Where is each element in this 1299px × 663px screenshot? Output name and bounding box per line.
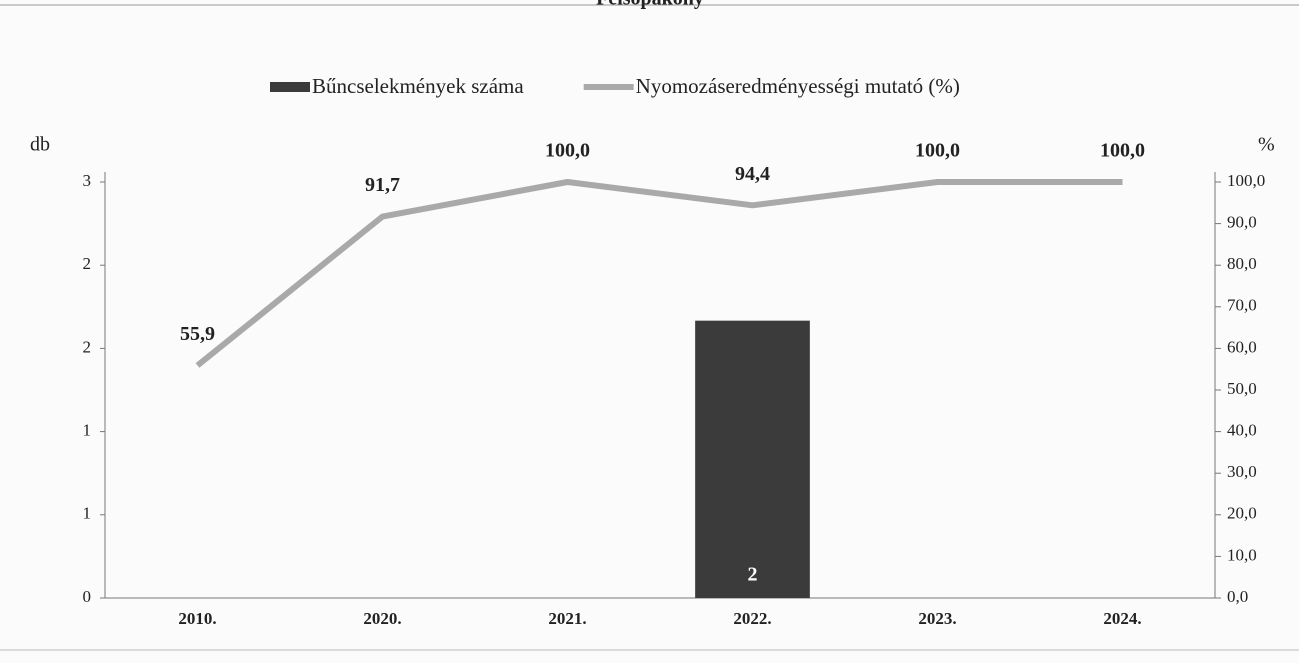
bar <box>695 320 810 598</box>
line-value-label: 100,0 <box>1100 140 1145 162</box>
y2-tick-label: 30,0 <box>1227 462 1257 481</box>
chart-title: Felsőpakony <box>596 0 704 10</box>
line-value-label: 94,4 <box>735 163 770 185</box>
line-value-label: 100,0 <box>915 140 960 162</box>
line-value-label: 100,0 <box>545 140 590 162</box>
y2-tick-label: 60,0 <box>1227 337 1257 356</box>
y2-axis-label: % <box>1258 134 1275 156</box>
x-tick-label: 2021. <box>548 609 586 628</box>
x-tick-label: 2023. <box>918 609 956 628</box>
y-tick-label: 2 <box>83 254 92 273</box>
y2-tick-label: 0,0 <box>1227 587 1248 606</box>
y-axis-label: db <box>30 134 50 156</box>
line <box>195 179 1123 368</box>
legend-label: Nyomozáseredményességi mutató (%) <box>636 74 960 98</box>
x-tick-label: 2010. <box>178 609 216 628</box>
y2-tick-label: 20,0 <box>1227 504 1257 523</box>
y-tick-label: 1 <box>83 421 92 440</box>
x-tick-label: 2022. <box>733 609 771 628</box>
bar-value-label: 2 <box>748 564 758 586</box>
y-tick-label: 3 <box>83 171 92 190</box>
x-tick-label: 2020. <box>363 609 401 628</box>
legend-swatch <box>270 82 310 92</box>
y2-tick-label: 70,0 <box>1227 296 1257 315</box>
legend-label: Bűncselekmények száma <box>312 74 524 98</box>
y2-tick-label: 90,0 <box>1227 213 1257 232</box>
y2-tick-label: 40,0 <box>1227 421 1257 440</box>
line-value-label: 55,9 <box>180 323 215 345</box>
y-tick-label: 2 <box>83 337 92 356</box>
y2-tick-label: 100,0 <box>1227 171 1265 190</box>
line-value-label: 91,7 <box>365 174 400 196</box>
y-tick-label: 1 <box>83 504 92 523</box>
y2-tick-label: 80,0 <box>1227 254 1257 273</box>
y2-tick-label: 50,0 <box>1227 379 1257 398</box>
x-tick-label: 2024. <box>1103 609 1141 628</box>
y2-tick-label: 10,0 <box>1227 545 1257 564</box>
y-tick-label: 0 <box>83 587 92 606</box>
